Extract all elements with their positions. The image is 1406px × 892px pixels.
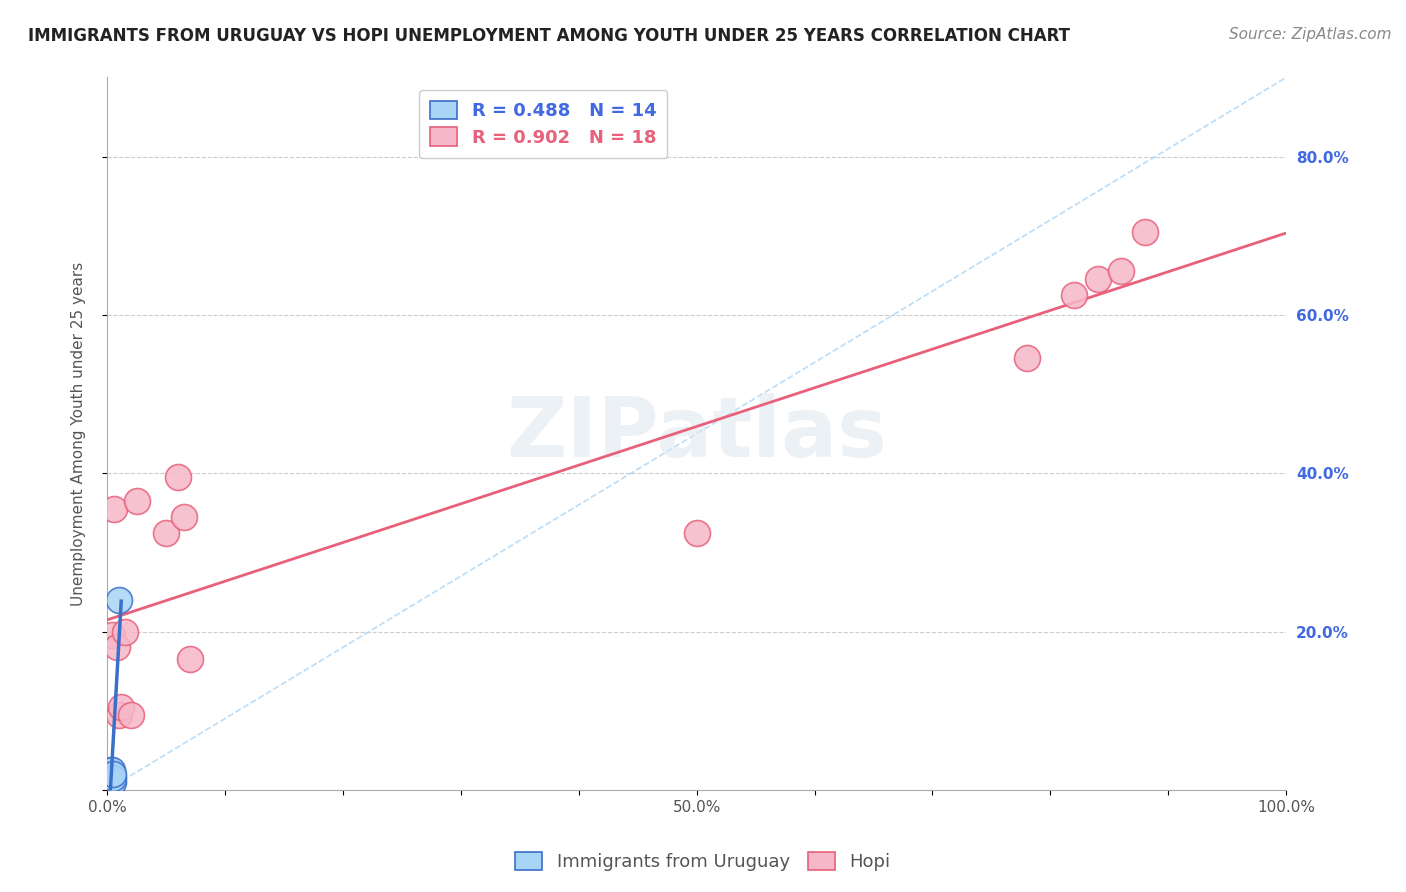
Text: Source: ZipAtlas.com: Source: ZipAtlas.com bbox=[1229, 27, 1392, 42]
Y-axis label: Unemployment Among Youth under 25 years: Unemployment Among Youth under 25 years bbox=[72, 261, 86, 606]
Point bbox=[100, 767, 122, 781]
Point bbox=[173, 509, 195, 524]
Point bbox=[101, 775, 124, 789]
Text: ZIPatlas: ZIPatlas bbox=[506, 393, 887, 475]
Point bbox=[101, 767, 124, 781]
Point bbox=[100, 771, 122, 785]
Point bbox=[98, 775, 121, 789]
Point bbox=[1109, 264, 1132, 278]
Point bbox=[101, 763, 124, 777]
Point bbox=[1133, 225, 1156, 239]
Legend: Immigrants from Uruguay, Hopi: Immigrants from Uruguay, Hopi bbox=[508, 845, 898, 879]
Point bbox=[100, 775, 122, 789]
Point bbox=[179, 652, 201, 666]
Point bbox=[101, 767, 124, 781]
Legend: R = 0.488   N = 14, R = 0.902   N = 18: R = 0.488 N = 14, R = 0.902 N = 18 bbox=[419, 90, 668, 158]
Point bbox=[125, 494, 148, 508]
Point bbox=[120, 707, 142, 722]
Point bbox=[101, 771, 124, 785]
Point bbox=[105, 640, 128, 655]
Point bbox=[108, 707, 131, 722]
Point bbox=[1063, 288, 1085, 302]
Point bbox=[101, 775, 124, 789]
Point bbox=[101, 771, 124, 785]
Point bbox=[110, 699, 132, 714]
Point bbox=[98, 767, 121, 781]
Point bbox=[166, 470, 188, 484]
Point bbox=[108, 592, 131, 607]
Point bbox=[1015, 351, 1038, 366]
Point bbox=[1087, 272, 1109, 286]
Point bbox=[114, 624, 136, 639]
Point bbox=[101, 628, 124, 642]
Text: IMMIGRANTS FROM URUGUAY VS HOPI UNEMPLOYMENT AMONG YOUTH UNDER 25 YEARS CORRELAT: IMMIGRANTS FROM URUGUAY VS HOPI UNEMPLOY… bbox=[28, 27, 1070, 45]
Point bbox=[685, 525, 707, 540]
Point bbox=[103, 501, 125, 516]
Point bbox=[155, 525, 177, 540]
Point bbox=[100, 763, 122, 777]
